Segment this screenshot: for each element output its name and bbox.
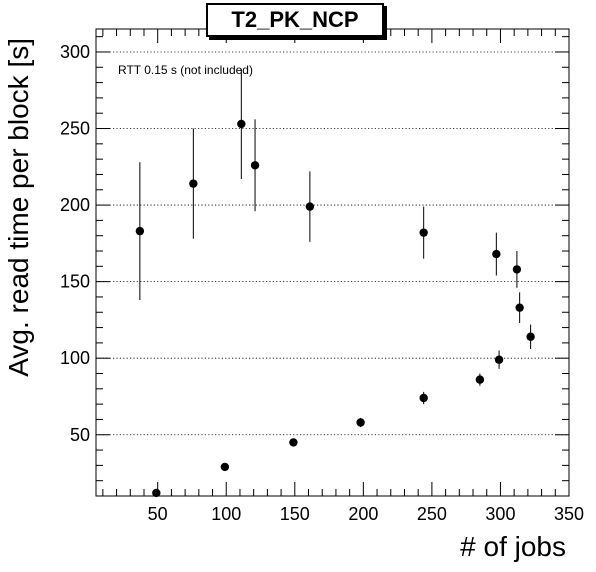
data-point: [512, 251, 522, 288]
data-point: [494, 350, 504, 369]
y-tick-label: 300: [60, 42, 90, 62]
data-point: [305, 171, 315, 242]
point-marker: [152, 488, 161, 498]
y-tick-label: 150: [60, 272, 90, 292]
point-marker: [512, 265, 522, 274]
point-marker: [189, 179, 198, 188]
x-tick-label: 300: [485, 504, 515, 524]
point-marker: [305, 202, 315, 211]
point-marker: [475, 375, 485, 384]
y-tick-label: 50: [70, 425, 90, 445]
data-points: [135, 68, 535, 498]
x-tick-label: 200: [348, 504, 378, 524]
x-tick-label: 350: [554, 504, 584, 524]
grid-lines: [96, 51, 569, 436]
point-marker: [419, 393, 428, 403]
point-marker: [135, 226, 145, 236]
tick-labels: 50 100 150 200 250 300 50 100 150 200 250 300 350: [60, 42, 584, 524]
point-marker: [237, 119, 246, 129]
y-tick-label: 250: [60, 119, 90, 139]
data-point: [419, 391, 428, 405]
point-marker: [494, 355, 504, 364]
annotation-text: RTT 0.15 s (not included): [118, 63, 253, 77]
x-tick-label: 100: [211, 504, 241, 524]
data-point: [250, 119, 260, 212]
data-point: [220, 462, 230, 472]
data-point: [475, 373, 485, 386]
point-marker: [220, 462, 230, 472]
point-marker: [289, 438, 298, 447]
data-point: [526, 324, 535, 350]
data-point: [189, 128, 198, 239]
data-point: [152, 488, 161, 498]
data-point: [289, 438, 298, 447]
chart-title: T2_PK_NCP: [206, 3, 384, 37]
x-tick-label: 150: [280, 504, 310, 524]
point-marker: [250, 161, 260, 170]
x-axis-label: # of jobs: [460, 531, 566, 562]
y-axis-label: Avg. read time per block [s]: [3, 38, 34, 377]
data-point: [237, 68, 246, 180]
point-marker: [419, 228, 428, 237]
point-marker: [492, 249, 501, 259]
data-point: [419, 206, 428, 259]
data-point: [356, 417, 365, 428]
y-tick-label: 200: [60, 195, 90, 215]
point-marker: [515, 303, 524, 312]
y-tick-label: 100: [60, 348, 90, 368]
data-point: [515, 292, 524, 323]
plot-frame: [95, 28, 570, 497]
x-tick-label: 50: [148, 504, 168, 524]
axis-ticks: [96, 29, 570, 497]
x-tick-label: 250: [417, 504, 447, 524]
data-point: [492, 232, 501, 276]
data-point: [135, 162, 145, 301]
point-marker: [356, 418, 365, 427]
point-marker: [526, 332, 535, 341]
